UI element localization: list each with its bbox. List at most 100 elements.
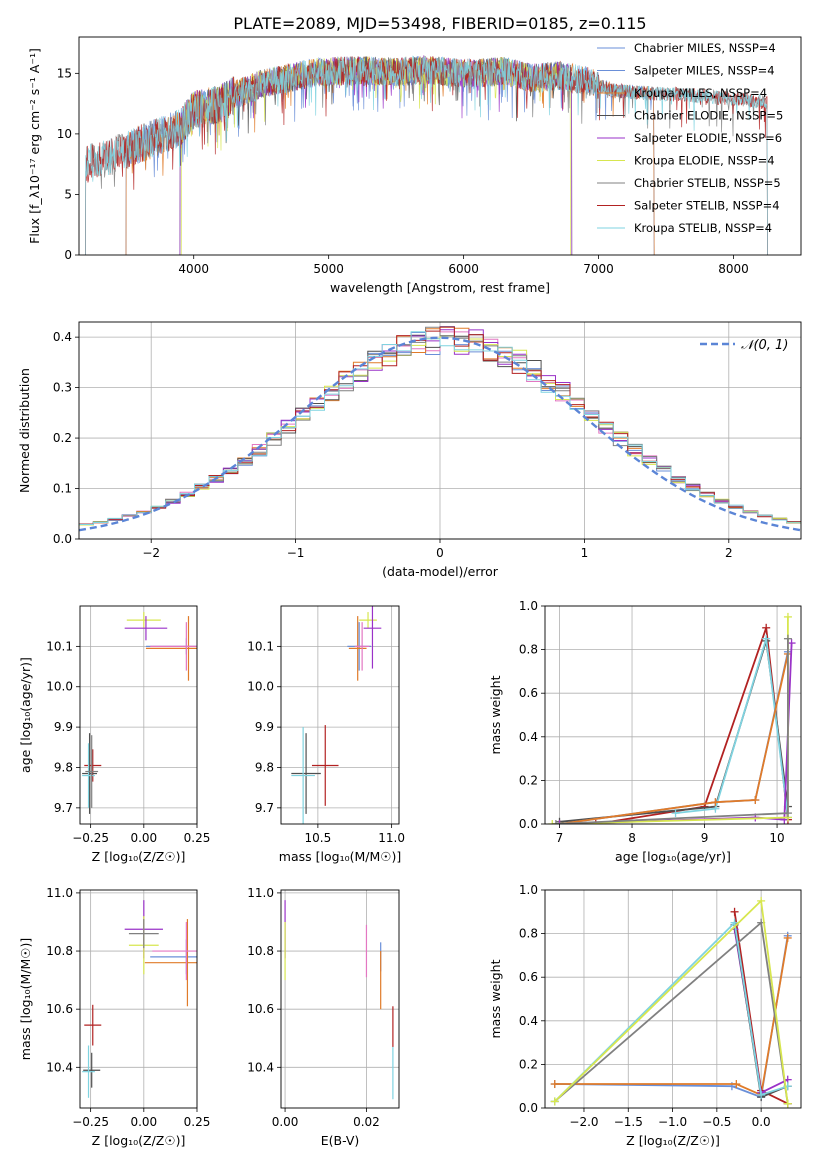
y-tick-label: 9.7 bbox=[255, 801, 274, 815]
y-tick-label: 10.4 bbox=[46, 1060, 73, 1074]
x-tick-label: 10.5 bbox=[305, 831, 332, 845]
axes-frame bbox=[79, 605, 198, 825]
histogram-step bbox=[79, 335, 801, 526]
data-point bbox=[354, 622, 370, 671]
x-tick-label: −1 bbox=[287, 546, 305, 560]
x-tick-label: 0.00 bbox=[272, 1115, 299, 1129]
y-tick-label: 10.1 bbox=[247, 639, 274, 653]
y-tick-label: 0.1 bbox=[53, 482, 72, 496]
x-tick-label: −2.0 bbox=[569, 1115, 598, 1129]
data-point bbox=[126, 612, 161, 629]
y-tick-label: 0.0 bbox=[519, 1101, 538, 1115]
data-point bbox=[84, 749, 102, 782]
data-point bbox=[150, 622, 197, 671]
y-tick-label: 0.8 bbox=[519, 643, 538, 657]
x-tick-label: 7000 bbox=[583, 262, 614, 276]
x-tick-label: 0.0 bbox=[752, 1115, 771, 1129]
spectrum-plot-area bbox=[85, 55, 768, 255]
x-tick-label: −0.25 bbox=[72, 831, 109, 845]
x-tick-label: 1 bbox=[581, 546, 589, 560]
data-point bbox=[311, 725, 339, 806]
y-tick-label: 9.9 bbox=[54, 720, 73, 734]
y-axis-label: age [log₁₀(age/yr)] bbox=[18, 657, 33, 773]
weight-line bbox=[559, 653, 789, 824]
spectrum-line bbox=[125, 55, 655, 255]
x-axis-label: Z [log₁₀(Z/Z☉)] bbox=[626, 1133, 720, 1148]
y-axis-label: Normed distribution bbox=[17, 368, 32, 493]
mass-vs-ebv-panel: 0.00 0.02 10.4 10.6 10.8 11.0 E(B-V) bbox=[247, 886, 400, 1148]
x-tick-label: 9 bbox=[701, 831, 709, 845]
x-tick-label: −2 bbox=[142, 546, 160, 560]
x-tick-label: 0.25 bbox=[184, 1115, 211, 1129]
legend-entry: Chabrier STELIB, NSSP=5 bbox=[634, 176, 781, 190]
data-point bbox=[82, 743, 95, 808]
x-tick-label: −1.5 bbox=[614, 1115, 643, 1129]
weight-line bbox=[559, 640, 789, 823]
data-point bbox=[128, 919, 159, 949]
y-tick-label: 1.0 bbox=[519, 883, 538, 897]
x-tick-label: 0.25 bbox=[184, 831, 211, 845]
legend-entry: Kroupa STELIB, NSSP=4 bbox=[634, 221, 772, 235]
y-tick-label: 15 bbox=[57, 66, 72, 80]
y-axis-label: mass weight bbox=[488, 675, 503, 754]
x-tick-label: 0.02 bbox=[353, 1115, 380, 1129]
legend-entry: Salpeter STELIB, NSSP=4 bbox=[634, 199, 780, 213]
data-point bbox=[84, 1004, 102, 1046]
weight-line bbox=[552, 616, 789, 824]
y-axis-label: mass [log₁₀(M/M☉)] bbox=[18, 938, 33, 1060]
x-axis-label: mass [log₁₀(M/M☉)] bbox=[279, 849, 401, 864]
x-tick-label: 0.00 bbox=[130, 831, 157, 845]
y-tick-label: 0.2 bbox=[519, 1057, 538, 1071]
axes-frame bbox=[544, 889, 802, 1109]
y-tick-label: 10.1 bbox=[46, 639, 73, 653]
legend-entry: Chabrier ELODIE, NSSP=5 bbox=[634, 109, 783, 123]
x-tick-label: 2 bbox=[725, 546, 733, 560]
age-vs-mass-panel: 10.5 11.0 9.7 9.8 9.9 10.0 10.1 mass [log₁₀(M/M… bbox=[247, 605, 405, 864]
x-tick-label: 4000 bbox=[178, 262, 209, 276]
y-tick-label: 10 bbox=[57, 127, 72, 141]
weight-line bbox=[554, 899, 789, 1104]
y-tick-label: 11.0 bbox=[46, 886, 73, 900]
y-tick-label: 5 bbox=[64, 187, 72, 201]
y-tick-label: 10.6 bbox=[46, 1002, 73, 1016]
weight-vs-age-plot-area bbox=[548, 612, 796, 824]
x-axis-label: Z [log₁₀(Z/Z☉)] bbox=[92, 1133, 186, 1148]
data-point bbox=[359, 612, 377, 629]
y-tick-label: 0.6 bbox=[519, 970, 538, 984]
x-axis-label: (data-model)/error bbox=[382, 564, 499, 579]
y-tick-label: 9.9 bbox=[255, 720, 274, 734]
histogram-step bbox=[79, 331, 801, 525]
x-tick-label: −0.25 bbox=[72, 1115, 109, 1129]
weight-line bbox=[554, 935, 789, 1099]
y-tick-label: 0.4 bbox=[519, 1014, 538, 1028]
data-point bbox=[291, 733, 321, 814]
data-point bbox=[348, 616, 367, 681]
legend-entry: Chabrier MILES, NSSP=4 bbox=[634, 41, 776, 55]
axes-frame bbox=[78, 321, 802, 540]
weight-line bbox=[554, 920, 788, 1103]
axes-frame bbox=[79, 889, 198, 1109]
y-tick-label: 10.0 bbox=[247, 680, 274, 694]
y-tick-label: 0 bbox=[64, 248, 72, 262]
x-axis-label: Z [log₁₀(Z/Z☉)] bbox=[92, 849, 186, 864]
y-axis-label: Flux [f_λ10⁻¹⁷ erg cm⁻² s⁻¹ A⁻¹] bbox=[27, 48, 42, 244]
y-tick-label: 0.0 bbox=[519, 817, 538, 831]
y-tick-label: 10.6 bbox=[247, 1002, 274, 1016]
y-tick-label: 10.0 bbox=[46, 680, 73, 694]
weight-vs-age-panel: 7 8 9 10 0.0 0.2 0.4 0.6 0.8 1.0 age [log₁₀(age/yr… bbox=[488, 599, 802, 864]
residuals-plot-area bbox=[79, 326, 801, 532]
data-point bbox=[85, 735, 99, 808]
weight-line bbox=[595, 627, 789, 824]
mass-vs-Z-panel: −0.25 0.00 0.25 10.4 10.6 10.8 11.0 Z [log₁₀(Z/… bbox=[18, 886, 211, 1148]
y-tick-label: 0.6 bbox=[519, 686, 538, 700]
weight-line bbox=[675, 638, 789, 818]
x-tick-label: −0.5 bbox=[702, 1115, 731, 1129]
x-tick-label: 0.00 bbox=[130, 1115, 157, 1129]
data-point bbox=[83, 1052, 101, 1088]
y-tick-label: 9.7 bbox=[54, 801, 73, 815]
axes-frame bbox=[544, 605, 802, 825]
y-tick-label: 10.8 bbox=[247, 944, 274, 958]
x-tick-label: 6000 bbox=[448, 262, 479, 276]
y-tick-label: 1.0 bbox=[519, 599, 538, 613]
